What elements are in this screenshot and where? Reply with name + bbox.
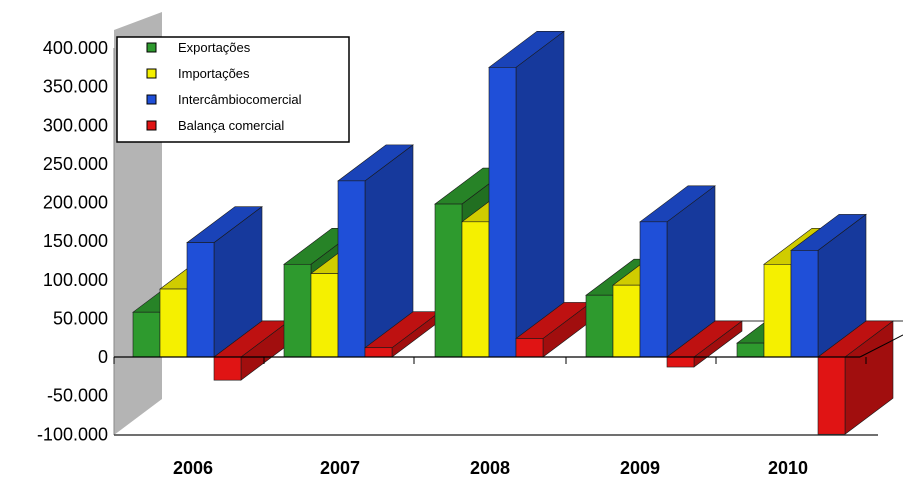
bar-balan-a-comercial-2008 [515,301,592,358]
legend-swatch [146,94,157,105]
y-tick-label: 200.000 [43,193,108,213]
bar-balan-a-comercial-2007 [364,311,441,358]
x-category-label: 2006 [173,458,213,478]
bar-exporta-es-2008-front [434,203,463,358]
y-tick-label: -50.000 [47,386,108,406]
legend-label: Intercâmbiocomercial [178,92,302,107]
bar-interc-mbio-comercial-2009 [639,185,716,358]
legend-swatch [146,42,157,53]
bar-exporta-es-2010-front [736,342,765,358]
y-tick-label: 400.000 [43,38,108,58]
bar-interc-mbio-comercial-2008-front [488,67,517,358]
y-tick-label: -100.000 [37,424,108,444]
bar-exporta-es-2006-front [132,311,161,358]
bar-interc-mbio-comercial-2010 [790,213,867,358]
bar-balan-a-comercial-2006 [213,320,290,381]
bar-balan-a-comercial-2010 [817,320,894,435]
y-tick-label: 300.000 [43,115,108,135]
bar-interc-mbio-comercial-2009-front [639,221,668,358]
legend-label: Exportações [178,40,251,55]
legend-swatch [146,68,157,79]
bar-balan-a-comercial-2010-front [817,356,846,435]
y-tick-label: 250.000 [43,154,108,174]
bar-interc-mbio-comercial-2006-front [186,242,215,358]
bar-importa-es-2010-front [763,263,792,358]
y-tick-label: 150.000 [43,231,108,251]
y-tick-label: 100.000 [43,270,108,290]
bar-balan-a-comercial-2007-front [364,347,393,358]
y-tick-label: 0 [98,347,108,367]
bar-interc-mbio-comercial-2007 [337,144,414,358]
y-tick-label: 350.000 [43,77,108,97]
legend-label: Balança comercial [178,118,284,133]
bar-interc-mbio-comercial-2008 [488,30,565,358]
bar-importa-es-2009-front [612,284,641,358]
legend: Exportações Importações Intercâmbiocomerci… [116,36,350,143]
bar-importa-es-2008-front [461,221,490,358]
bar-interc-mbio-comercial-2007-front [337,180,366,358]
bar-exporta-es-2009-front [585,294,614,358]
y-tick-label: 50.000 [53,308,108,328]
x-category-label: 2009 [620,458,660,478]
bar-importa-es-2006-front [159,288,188,358]
bar-interc-mbio-comercial-2010-front [790,250,819,358]
bar-exporta-es-2007-front [283,263,312,358]
bar-interc-mbio-comercial-2006 [186,206,263,358]
x-category-label: 2007 [320,458,360,478]
zero-axis-edge [859,334,903,358]
bar-balan-a-comercial-2008-front [515,338,544,358]
bar-balan-a-comercial-2009-front [666,356,695,368]
bar-balan-a-comercial-2006-front [213,356,242,381]
bar-importa-es-2007-front [310,273,339,358]
legend-swatch [146,120,157,131]
legend-label: Importações [178,66,250,81]
x-category-label: 2010 [768,458,808,478]
x-category-label: 2008 [470,458,510,478]
